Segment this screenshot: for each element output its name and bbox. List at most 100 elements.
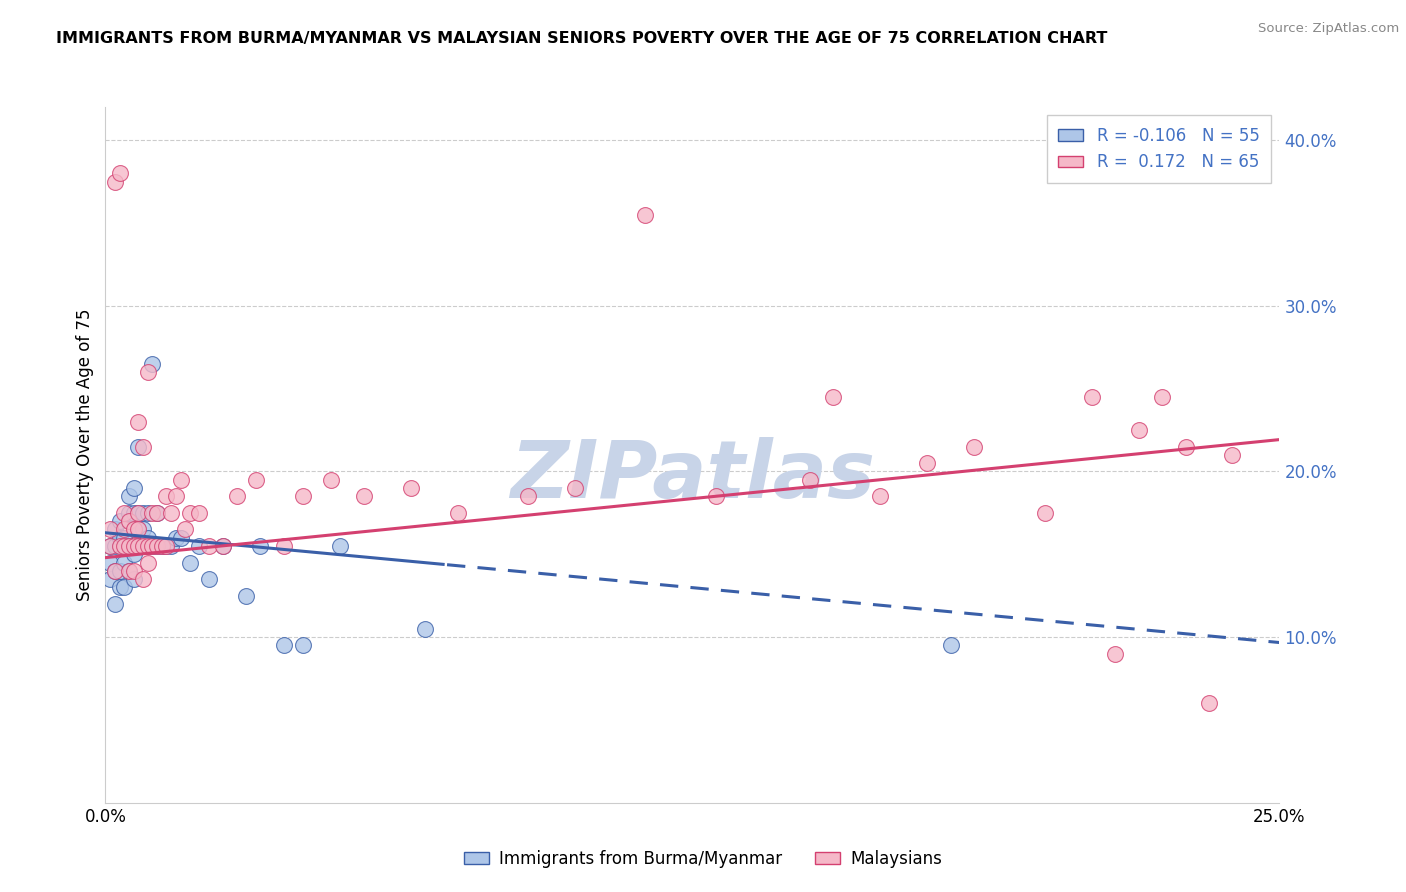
Point xyxy=(174,523,197,537)
Point xyxy=(273,539,295,553)
Point xyxy=(1150,390,1173,404)
Point xyxy=(1104,647,1126,661)
Point xyxy=(869,489,891,503)
Point xyxy=(211,539,233,553)
Point xyxy=(564,481,586,495)
Point xyxy=(273,639,295,653)
Point xyxy=(235,589,257,603)
Point xyxy=(160,539,183,553)
Point xyxy=(211,539,233,553)
Point xyxy=(122,572,145,586)
Point xyxy=(399,481,422,495)
Point xyxy=(98,539,121,553)
Point xyxy=(132,572,155,586)
Point xyxy=(112,539,135,553)
Point xyxy=(127,523,149,537)
Legend: Immigrants from Burma/Myanmar, Malaysians: Immigrants from Burma/Myanmar, Malaysian… xyxy=(457,844,949,875)
Point xyxy=(132,539,155,553)
Point xyxy=(179,506,201,520)
Point xyxy=(188,506,211,520)
Point xyxy=(634,208,657,222)
Point xyxy=(1080,390,1102,404)
Point xyxy=(108,514,131,528)
Point xyxy=(169,531,191,545)
Point xyxy=(245,473,267,487)
Point xyxy=(122,564,145,578)
Point xyxy=(118,514,141,528)
Point xyxy=(141,357,163,371)
Point xyxy=(141,506,163,520)
Point xyxy=(146,539,169,553)
Text: Source: ZipAtlas.com: Source: ZipAtlas.com xyxy=(1258,22,1399,36)
Point xyxy=(165,489,187,503)
Point xyxy=(118,489,141,503)
Point xyxy=(104,597,127,611)
Point xyxy=(197,539,219,553)
Point xyxy=(108,581,131,595)
Point xyxy=(1198,697,1220,711)
Point xyxy=(188,539,211,553)
Text: IMMIGRANTS FROM BURMA/MYANMAR VS MALAYSIAN SENIORS POVERTY OVER THE AGE OF 75 CO: IMMIGRANTS FROM BURMA/MYANMAR VS MALAYSI… xyxy=(56,31,1108,46)
Point xyxy=(132,539,155,553)
Point xyxy=(1128,423,1150,437)
Point xyxy=(112,539,135,553)
Point xyxy=(291,489,314,503)
Point xyxy=(122,506,145,520)
Point xyxy=(319,473,342,487)
Point xyxy=(112,506,135,520)
Y-axis label: Seniors Poverty Over the Age of 75: Seniors Poverty Over the Age of 75 xyxy=(76,309,94,601)
Point xyxy=(112,523,135,537)
Point xyxy=(104,564,127,578)
Point xyxy=(118,514,141,528)
Point xyxy=(98,523,121,537)
Point xyxy=(291,639,314,653)
Point xyxy=(122,523,145,537)
Point xyxy=(1174,440,1197,454)
Point xyxy=(104,539,127,553)
Point xyxy=(939,639,962,653)
Point xyxy=(122,523,145,537)
Point xyxy=(98,539,121,553)
Point xyxy=(329,539,352,553)
Point xyxy=(112,531,135,545)
Point xyxy=(127,523,149,537)
Point xyxy=(127,506,149,520)
Point xyxy=(108,539,131,553)
Point xyxy=(165,531,187,545)
Point xyxy=(155,489,177,503)
Point xyxy=(122,539,145,553)
Point xyxy=(799,473,821,487)
Point xyxy=(136,506,159,520)
Point xyxy=(132,523,155,537)
Point xyxy=(155,539,177,553)
Point xyxy=(141,539,163,553)
Point xyxy=(413,622,436,636)
Point xyxy=(155,539,177,553)
Point xyxy=(150,539,173,553)
Point xyxy=(118,564,141,578)
Point xyxy=(1222,448,1244,462)
Point xyxy=(108,539,131,553)
Point xyxy=(179,556,201,570)
Point xyxy=(146,506,169,520)
Point xyxy=(127,506,149,520)
Point xyxy=(122,481,145,495)
Point xyxy=(1033,506,1056,520)
Point xyxy=(146,539,169,553)
Point xyxy=(915,456,938,470)
Point xyxy=(226,489,249,503)
Point xyxy=(108,564,131,578)
Point xyxy=(104,175,127,189)
Text: ZIPatlas: ZIPatlas xyxy=(510,437,875,515)
Point xyxy=(160,506,183,520)
Point xyxy=(112,581,135,595)
Legend: R = -0.106   N = 55, R =  0.172   N = 65: R = -0.106 N = 55, R = 0.172 N = 65 xyxy=(1046,115,1271,183)
Point xyxy=(132,506,155,520)
Point xyxy=(704,489,727,503)
Point xyxy=(146,506,169,520)
Point xyxy=(150,539,173,553)
Point xyxy=(169,473,191,487)
Point xyxy=(136,531,159,545)
Point xyxy=(197,572,219,586)
Point xyxy=(118,539,141,553)
